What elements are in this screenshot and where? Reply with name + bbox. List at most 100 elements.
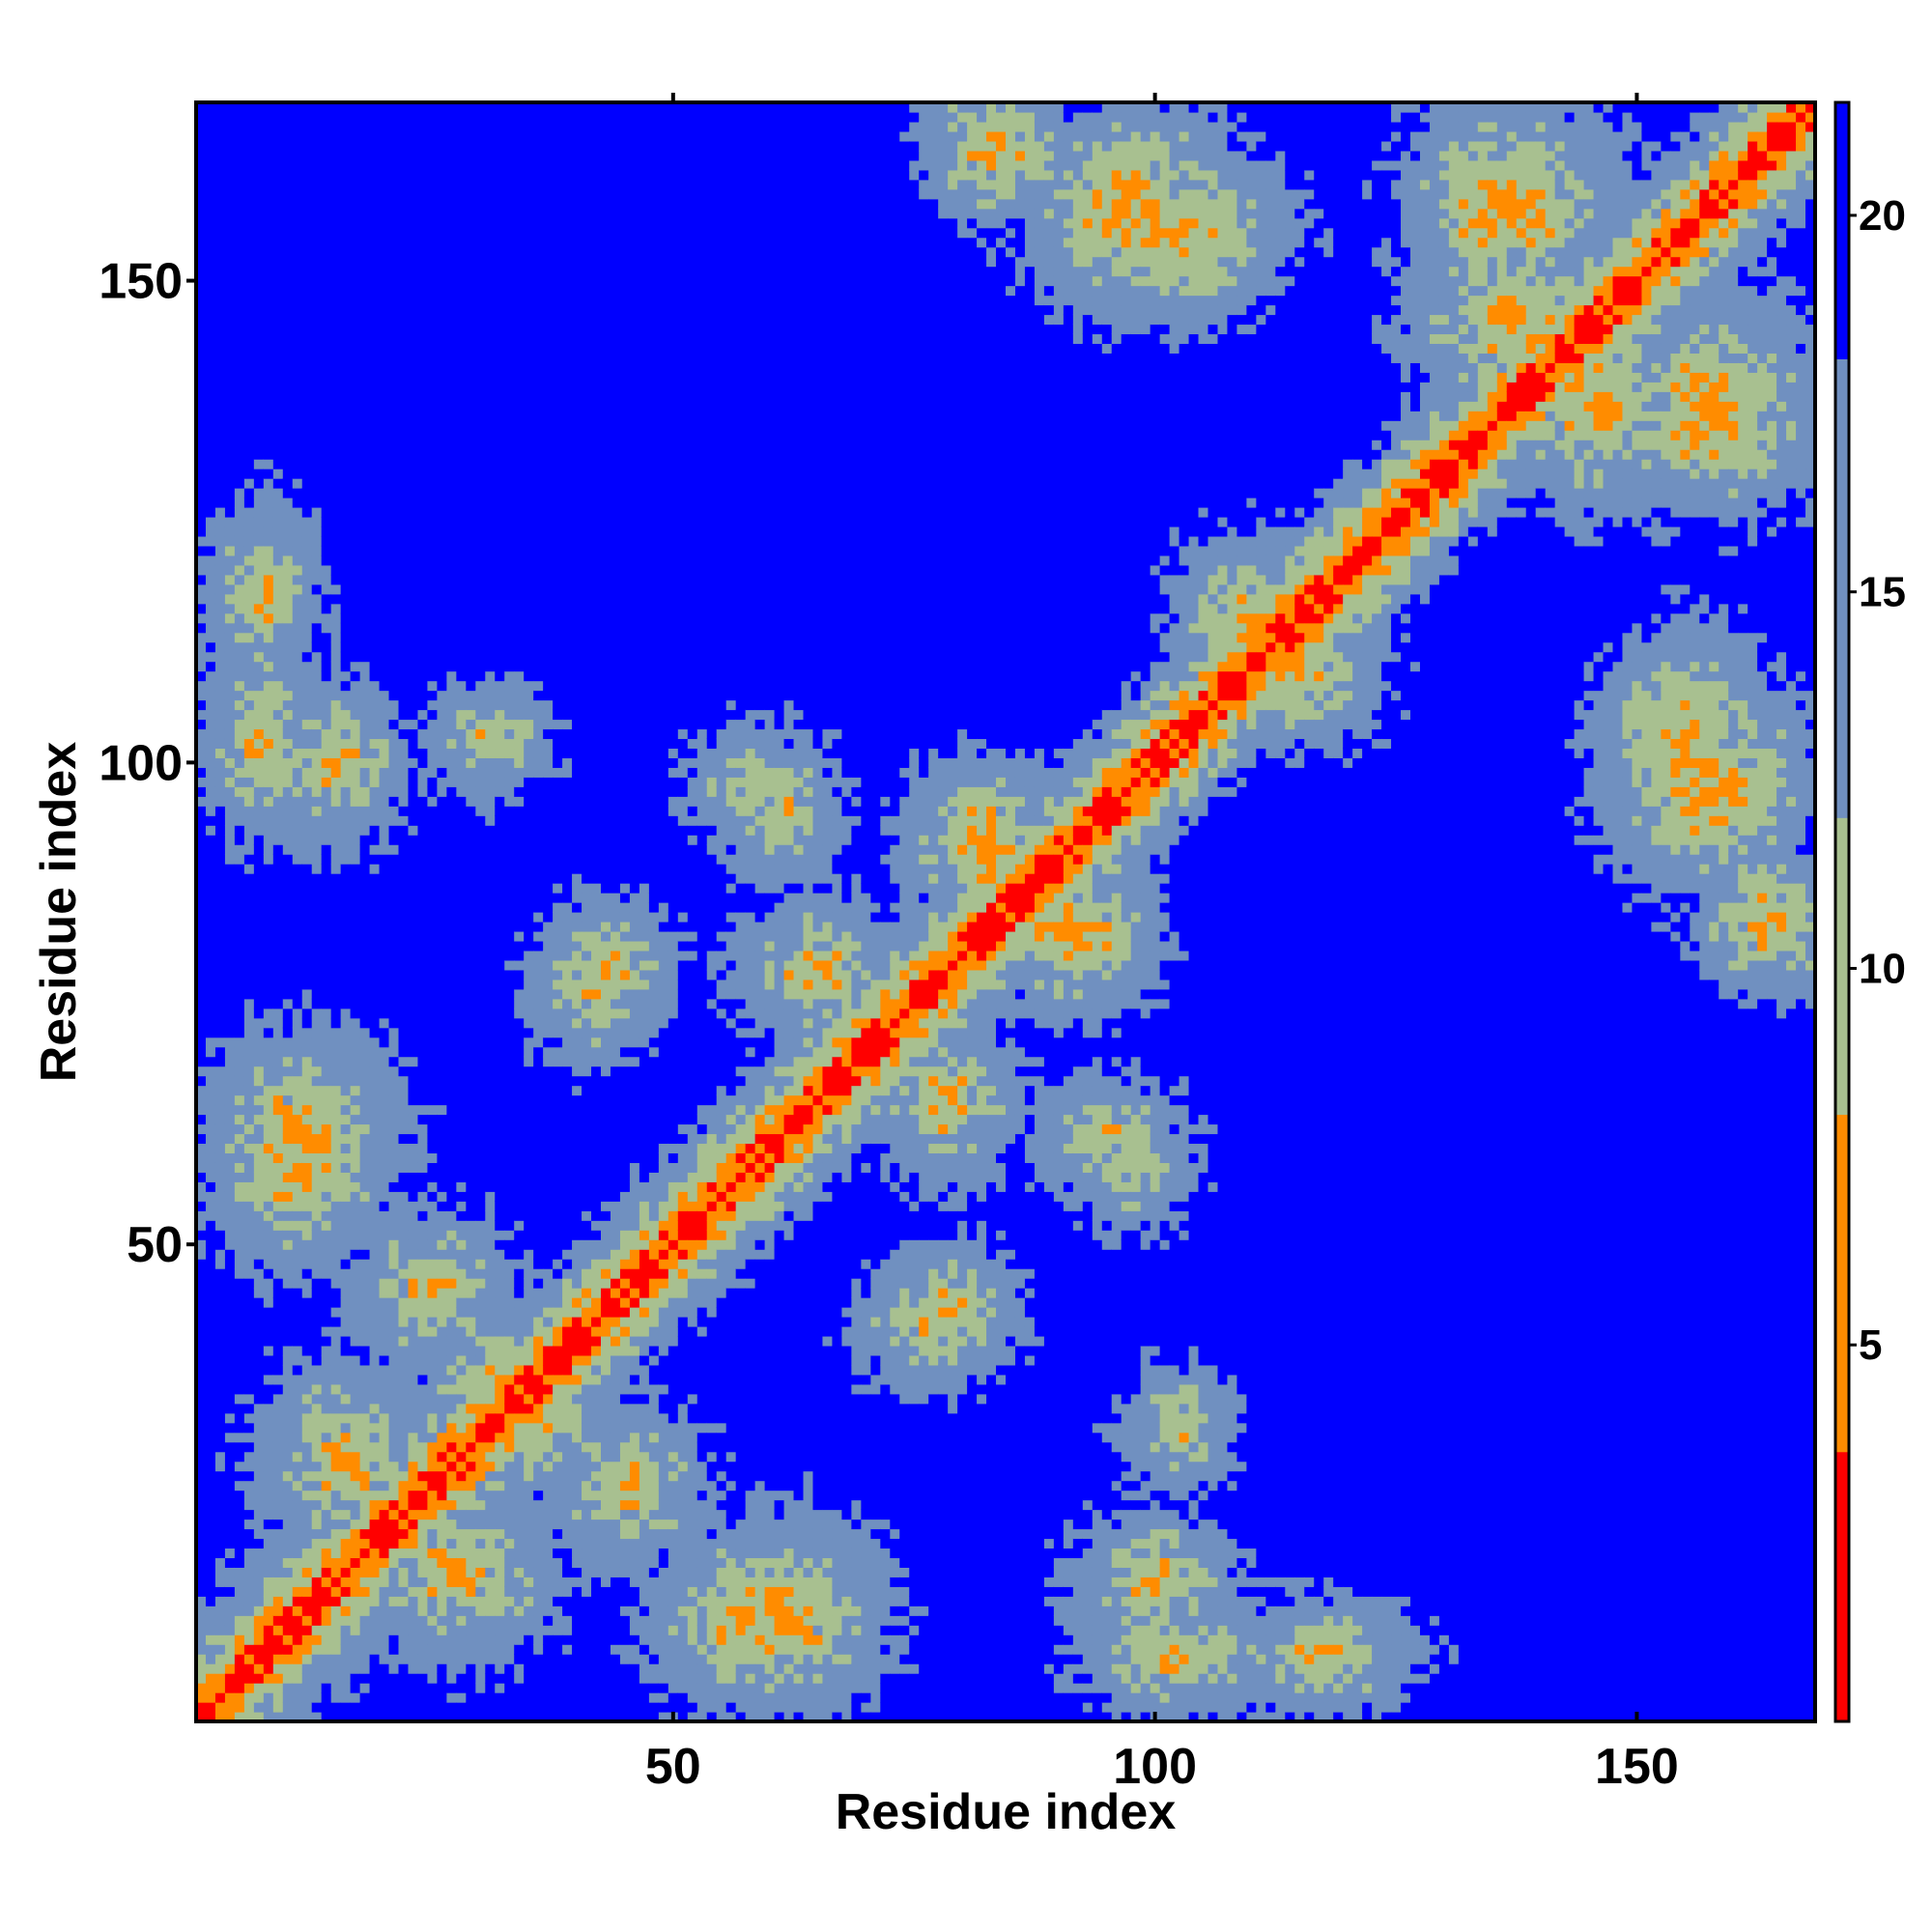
heatmap-cell [302,1172,313,1182]
heatmap-cell [312,1239,323,1250]
heatmap-cell [380,1365,390,1376]
heatmap-cell [446,546,457,556]
heatmap-cell [264,1471,274,1482]
heatmap-cell [312,1462,323,1472]
heatmap-cell [446,1210,457,1221]
heatmap-cell [322,199,332,210]
heatmap-cell [437,1355,447,1366]
heatmap-cell [341,873,352,884]
heatmap-cell [437,333,447,344]
heatmap-cell [293,1355,303,1366]
heatmap-cell [417,286,428,297]
heatmap-cell [466,555,476,566]
heatmap-cell [417,353,428,363]
heatmap-cell [466,1259,476,1269]
heatmap-cell [254,1355,265,1366]
heatmap-cell [456,681,467,692]
heatmap-cell [235,324,245,334]
heatmap-cell [244,575,255,585]
heatmap-cell [302,257,313,268]
heatmap-cell [466,575,476,585]
heatmap-cell [312,247,323,258]
heatmap-cell [206,122,216,132]
heatmap-cell [446,912,457,923]
heatmap-cell [389,536,400,547]
heatmap-cell [215,430,226,440]
heatmap-cell [427,1404,438,1414]
heatmap-cell [264,382,274,392]
heatmap-cell [273,314,284,325]
heatmap-cell [254,1047,265,1058]
heatmap-cell [341,893,352,903]
heatmap-cell [244,497,255,508]
heatmap-cell [322,806,332,816]
heatmap-cell [302,151,313,161]
heatmap-cell [244,122,255,132]
heatmap-cell [370,343,381,354]
heatmap-cell [427,391,438,402]
heatmap-cell [293,1520,303,1530]
heatmap-cell [331,893,342,903]
heatmap-cell [380,1442,390,1453]
heatmap-cell [341,951,352,961]
heatmap-cell [254,497,265,508]
heatmap-cell [254,757,265,768]
heatmap-cell [456,170,467,181]
heatmap-cell [225,1605,236,1616]
heatmap-cell [341,1663,352,1674]
heatmap-cell [293,1278,303,1289]
heatmap-cell [254,902,265,913]
heatmap-cell [254,941,265,952]
heatmap-cell [215,391,226,402]
heatmap-cell [360,131,371,142]
heatmap-cell [302,1028,313,1038]
heatmap-cell [446,382,457,392]
heatmap-cell [293,526,303,537]
heatmap-cell [417,1462,428,1472]
heatmap-cell [370,757,381,768]
heatmap-cell [351,854,361,865]
heatmap-cell [283,873,294,884]
heatmap-cell [244,1317,255,1327]
heatmap-cell [206,1018,216,1029]
heatmap-cell [370,989,381,1000]
heatmap-cell [360,719,371,729]
heatmap-cell [235,1037,245,1048]
heatmap-cell [351,141,361,152]
heatmap-cell [341,131,352,142]
heatmap-cell [244,931,255,942]
heatmap-cell [380,1433,390,1443]
heatmap-cell [312,1336,323,1347]
heatmap-cell [312,1625,323,1635]
heatmap-cell [399,1462,410,1472]
heatmap-cell [244,1586,255,1597]
heatmap-cell [206,497,216,508]
heatmap-cell [264,1278,274,1289]
heatmap-cell [399,671,410,682]
heatmap-cell [302,1663,313,1674]
heatmap-cell [322,218,332,229]
heatmap-cell [417,488,428,498]
heatmap-cell [235,286,245,297]
heatmap-cell [293,459,303,469]
heatmap-cell [417,864,428,874]
heatmap-cell [206,257,216,268]
heatmap-cell [380,218,390,229]
heatmap-cell [446,1162,457,1173]
heatmap-cell [360,893,371,903]
heatmap-cell [235,1692,245,1703]
heatmap-cell [370,1133,381,1144]
heatmap-cell [475,1095,486,1106]
heatmap-cell [380,912,390,923]
heatmap-cell [273,825,284,836]
heatmap-cell [370,1336,381,1347]
heatmap-cell [312,1181,323,1192]
heatmap-cell [312,333,323,344]
heatmap-cell [427,1692,438,1703]
heatmap-cell [341,151,352,161]
heatmap-cell [408,420,418,431]
heatmap-cell [389,1239,400,1250]
heatmap-cell [312,1297,323,1308]
heatmap-cell [312,922,323,932]
heatmap-cell [417,1413,428,1424]
